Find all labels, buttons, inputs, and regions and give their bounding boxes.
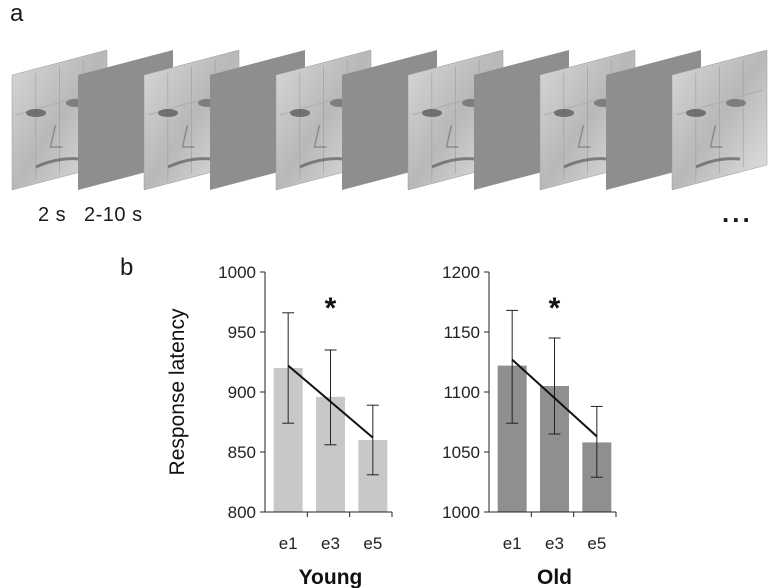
face-house-frame xyxy=(671,49,768,191)
y-tick-label: 850 xyxy=(228,443,256,462)
category-label-e5: e5 xyxy=(587,534,606,553)
category-label-e3: e3 xyxy=(321,534,340,553)
y-axis-title: Response latency xyxy=(166,308,189,475)
y-tick-label: 1200 xyxy=(442,263,480,282)
timing-face-label: 2 s xyxy=(38,204,67,226)
mouth-shape xyxy=(167,157,213,169)
error-bar-e1 xyxy=(282,312,295,424)
significance-marker: * xyxy=(549,292,561,325)
error-bar-e3 xyxy=(548,337,561,435)
mouth-shape xyxy=(431,157,477,169)
sequence-continuation: ... xyxy=(722,198,753,228)
stimulus-sequence xyxy=(11,49,768,191)
category-label-e1: e1 xyxy=(279,534,298,553)
y-tick-label: 1000 xyxy=(218,263,256,282)
eye-shape xyxy=(158,109,178,117)
eye-shape xyxy=(554,109,574,117)
y-tick-label: 950 xyxy=(228,323,256,342)
mouth-shape xyxy=(563,157,609,169)
eye-shape xyxy=(422,109,442,117)
category-label-e5: e5 xyxy=(363,534,382,553)
eye-shape xyxy=(26,109,46,117)
y-tick-label: 1150 xyxy=(443,323,480,342)
eye-shape xyxy=(686,109,706,117)
eye-shape xyxy=(726,99,746,107)
bar-charts: 800 850 900 950 1000 e1 e3 e5 * Young Response lat… xyxy=(166,263,617,588)
mouth-shape xyxy=(695,157,741,169)
timing-blank-label: 2-10 s xyxy=(84,204,143,226)
category-label-e3: e3 xyxy=(545,534,564,553)
chart-young: 800 850 900 950 1000 e1 e3 e5 * Young Response lat… xyxy=(166,263,393,588)
mouth-shape xyxy=(35,157,81,169)
panel-b-label: b xyxy=(120,254,134,281)
significance-marker: * xyxy=(325,292,337,325)
y-tick-label: 800 xyxy=(228,503,256,522)
y-tick-label: 1100 xyxy=(443,383,480,402)
group-label: Young xyxy=(299,566,363,588)
error-bar-e5 xyxy=(366,404,379,476)
error-bar-e5 xyxy=(590,405,603,478)
eye-shape xyxy=(290,109,310,117)
group-label: Old xyxy=(537,566,572,588)
trend-line xyxy=(287,364,374,439)
trend-line xyxy=(511,358,598,438)
y-tick-label: 1000 xyxy=(442,503,480,522)
chart-old: 1000 1050 1100 1150 1200 e1 e3 e5 * Old xyxy=(442,263,617,588)
y-tick-label: 900 xyxy=(228,383,256,402)
panel-a-label: a xyxy=(10,0,24,27)
y-tick-label: 1050 xyxy=(442,443,480,462)
error-bar-e3 xyxy=(324,349,337,446)
category-label-e1: e1 xyxy=(503,534,522,553)
mouth-shape xyxy=(299,157,345,169)
error-bar-e1 xyxy=(506,309,519,424)
